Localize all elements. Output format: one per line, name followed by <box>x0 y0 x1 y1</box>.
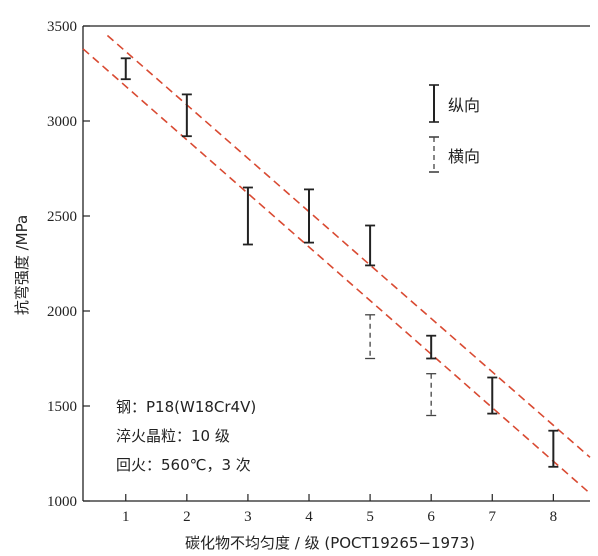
y-tick-label: 3500 <box>47 19 77 35</box>
y-tick-label: 2500 <box>47 209 77 225</box>
legend: 纵向 横向 <box>429 84 480 173</box>
y-tick-label: 3000 <box>47 114 77 130</box>
y-axis-title: 抗弯强度 /MPa <box>13 215 31 315</box>
note-steel: 钢：P18(W18Cr4V) <box>116 398 256 416</box>
lower-trend-line <box>82 48 591 495</box>
x-axis-ticks: 1 2 3 4 5 6 7 8 <box>122 494 557 525</box>
transverse-errorbar <box>365 314 376 360</box>
longitudinal-errorbar <box>426 334 437 360</box>
x-tick-label: 6 <box>427 509 435 525</box>
transverse-errorbar <box>426 373 437 417</box>
x-tick-label: 2 <box>183 509 191 525</box>
material-notes: 钢：P18(W18Cr4V) 淬火晶粒：10 级 回火：560℃，3 次 <box>116 398 256 474</box>
longitudinal-errorbar <box>181 93 192 138</box>
x-tick-label: 1 <box>122 509 130 525</box>
legend-dashed-errorbar-icon <box>429 136 439 173</box>
note-quench-grain: 淬火晶粒：10 级 <box>116 427 230 445</box>
upper-trend-line <box>106 34 591 458</box>
longitudinal-errorbar <box>304 188 315 244</box>
x-tick-label: 8 <box>550 509 558 525</box>
note-temper: 回火：560℃，3 次 <box>116 456 251 474</box>
x-tick-label: 5 <box>366 509 374 525</box>
error-bars <box>120 57 559 468</box>
longitudinal-errorbar <box>120 57 131 81</box>
x-axis-title: 碳化物不均匀度 / 级 (POCT19265−1973) <box>185 534 475 552</box>
y-tick-label: 1000 <box>47 494 77 510</box>
x-tick-label: 3 <box>244 509 252 525</box>
x-tick-label: 7 <box>489 509 497 525</box>
y-axis-ticks: 1000 1500 2000 2500 3000 3500 <box>47 19 90 510</box>
trend-bands <box>82 34 591 495</box>
longitudinal-errorbar <box>487 376 498 415</box>
legend-solid-errorbar-icon <box>429 84 439 123</box>
legend-label-longitudinal: 纵向 <box>448 96 480 115</box>
longitudinal-errorbar <box>548 429 559 468</box>
y-tick-label: 1500 <box>47 399 77 415</box>
longitudinal-errorbar <box>242 186 253 246</box>
longitudinal-errorbar <box>365 224 376 267</box>
x-tick-label: 4 <box>305 509 313 525</box>
plot-frame <box>82 25 590 502</box>
legend-label-transverse: 横向 <box>448 147 480 166</box>
y-tick-label: 2000 <box>47 304 77 320</box>
